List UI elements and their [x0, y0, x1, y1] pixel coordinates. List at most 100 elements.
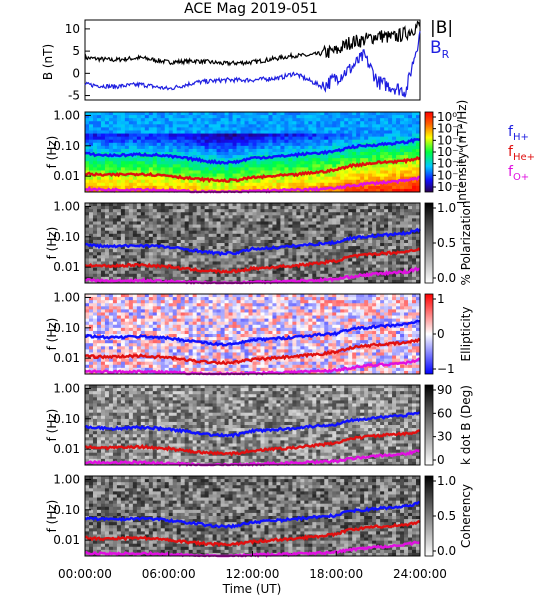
spectrogram-cell — [156, 115, 162, 119]
spectrogram-cell — [140, 349, 146, 353]
spectrogram-cell — [376, 227, 381, 232]
spectrogram-cell — [120, 206, 126, 210]
spectrogram-cell — [352, 179, 357, 184]
spectrogram-cell — [356, 279, 361, 284]
spectrogram-cell — [252, 218, 257, 222]
spectrogram-cell — [380, 255, 385, 259]
spectrogram-cell — [376, 249, 381, 253]
spectrogram-cell — [228, 276, 233, 281]
spectrogram-cell — [232, 148, 237, 153]
spectrogram-cell — [324, 221, 329, 225]
spectrogram-cell — [160, 182, 166, 187]
spectrogram-cell — [144, 236, 150, 241]
spectrogram-cell — [328, 182, 333, 187]
spectrogram-cell — [388, 152, 393, 156]
spectrogram-cell — [352, 215, 357, 219]
spectrogram-cell — [416, 173, 421, 178]
spectrogram-cell — [132, 127, 138, 131]
spectrogram-cell — [228, 267, 233, 272]
spectrogram-cell — [192, 155, 198, 159]
spectrogram-cell — [300, 255, 305, 259]
spectrogram-cell — [116, 133, 122, 138]
spectrogram-cell — [152, 161, 158, 165]
spectrogram-cell — [376, 136, 381, 141]
spectrogram-cell — [168, 239, 174, 244]
spectrogram-cell — [272, 182, 277, 187]
spectrogram-cell — [316, 239, 321, 244]
spectrogram-cell — [92, 218, 98, 222]
spectrogram-cell — [412, 246, 417, 250]
spectrogram-cell — [384, 167, 389, 171]
spectrogram-cell — [168, 261, 174, 265]
spectrogram-cell — [268, 152, 273, 156]
spectrogram-cell — [224, 239, 229, 244]
spectrogram-cell — [100, 358, 106, 363]
spectrogram-cell — [160, 139, 166, 144]
spectrogram-cell — [332, 161, 337, 165]
spectrogram-cell — [192, 145, 198, 150]
spectrogram-cell — [152, 127, 158, 131]
spectrogram-cell — [184, 170, 190, 174]
spectrogram-cell — [188, 185, 194, 190]
spectrogram-cell — [192, 185, 198, 190]
spectrogram-cell — [404, 115, 409, 119]
spectrogram-cell — [276, 258, 281, 262]
spectrogram-cell — [164, 315, 170, 320]
spectrogram-cell — [312, 203, 317, 207]
spectrogram-cell — [144, 340, 150, 344]
spectrogram-cell — [368, 227, 373, 232]
spectrogram-cell — [336, 182, 341, 187]
spectrogram-cell — [116, 127, 122, 131]
spectrogram-cell — [120, 255, 126, 259]
spectrogram-cell — [216, 206, 221, 210]
spectrogram-cell — [104, 364, 110, 369]
spectrogram-cell — [368, 145, 373, 150]
spectrogram-cell — [104, 321, 110, 326]
spectrogram-cell — [348, 112, 353, 116]
spectrogram-cell — [108, 303, 114, 307]
spectrogram-cell — [85, 246, 90, 250]
spectrogram-cell — [156, 297, 162, 301]
spectrogram-cell — [256, 215, 261, 219]
spectrogram-cell — [240, 230, 245, 235]
spectrogram-cell — [156, 164, 162, 168]
spectrogram-cell — [200, 276, 206, 281]
spectrogram-cell — [116, 215, 122, 219]
spectrogram-cell — [120, 118, 126, 122]
spectrogram-cell — [208, 224, 214, 229]
spectrogram-cell — [384, 133, 389, 138]
spectrogram-cell — [344, 188, 349, 193]
spectrogram-cell — [356, 173, 361, 178]
spectrogram-cell — [188, 276, 194, 281]
spectrogram-cell — [104, 112, 110, 116]
spectrogram-cell — [328, 233, 333, 238]
spectrogram-cell — [148, 206, 154, 210]
spectrogram-cell — [108, 306, 114, 310]
spectrogram-cell — [328, 176, 333, 181]
spectrogram-cell — [312, 249, 317, 253]
spectrogram-cell — [276, 230, 281, 235]
spectrogram-cell — [320, 273, 325, 278]
spectrogram-cell — [376, 158, 381, 162]
spectrogram-cell — [296, 176, 301, 181]
spectrogram-cell — [360, 145, 365, 150]
spectrogram-cell — [268, 203, 273, 207]
spectrogram-cell — [236, 212, 241, 216]
spectrogram-cell — [104, 203, 110, 207]
spectrogram-cell — [412, 188, 417, 193]
spectrogram-cell — [220, 221, 225, 225]
spectrogram-cell — [264, 173, 269, 178]
spectrogram-cell — [104, 170, 110, 174]
spectrogram-cell — [256, 127, 261, 131]
spectrogram-cell — [244, 139, 249, 144]
spectrogram-cell — [128, 303, 134, 307]
spectrogram-cell — [312, 124, 317, 128]
spectrogram-cell — [380, 212, 385, 216]
spectrogram-cell — [168, 243, 174, 247]
spectrogram-cell — [240, 252, 245, 256]
spectrogram-cell — [184, 158, 190, 162]
spectrogram-cell — [136, 136, 142, 141]
spectrogram-cell — [104, 236, 110, 241]
spectrogram-cell — [164, 218, 170, 222]
spectrogram-cell — [192, 212, 198, 216]
